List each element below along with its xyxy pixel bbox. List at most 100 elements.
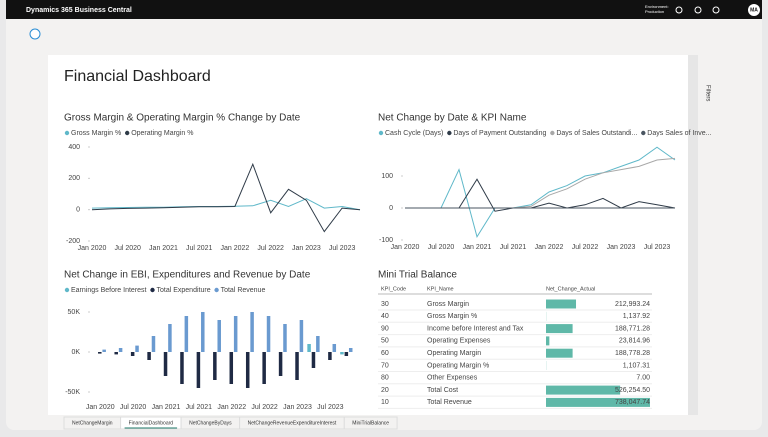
- x-tick-label: Jan 2023: [607, 244, 636, 251]
- x-tick-label: Jan 2021: [149, 245, 178, 252]
- cell-name: Gross Margin %: [427, 313, 477, 320]
- cell-value: 23,814.96: [619, 338, 650, 345]
- bar: [201, 312, 205, 352]
- x-tick-label: Jan 2022: [217, 404, 246, 411]
- cell-code: 40: [381, 313, 389, 320]
- bar: [229, 352, 234, 384]
- bar: [98, 352, 102, 354]
- x-tick-label: Jan 2021: [152, 404, 181, 411]
- line-series: [405, 146, 676, 239]
- tab[interactable]: FinancialDashboard: [129, 420, 174, 426]
- cell-value: 526,254.50: [615, 387, 650, 394]
- avatar[interactable]: [748, 4, 760, 16]
- bar: [102, 349, 106, 352]
- x-tick-label: Jan 2023: [292, 245, 321, 252]
- value-bar: [546, 348, 573, 358]
- bar: [266, 316, 271, 352]
- back-button[interactable]: [29, 28, 41, 40]
- bar: [180, 352, 184, 384]
- y-tick-label: 200: [68, 175, 80, 182]
- bar: [213, 352, 217, 380]
- legend-label: Gross Margin %: [71, 130, 121, 137]
- legend-label: Days Sales of Inve...: [647, 130, 711, 137]
- bar: [147, 352, 151, 360]
- legend-swatch: [64, 130, 70, 136]
- cell-name: Operating Margin %: [427, 362, 489, 369]
- dashboard-card: [48, 55, 688, 415]
- bar: [299, 320, 304, 352]
- search-icon[interactable]: [675, 6, 683, 14]
- bar: [311, 352, 316, 368]
- top-bar: [6, 0, 762, 19]
- bar: [217, 320, 221, 352]
- legend-label: Earnings Before Interest: [71, 287, 147, 294]
- environment-label: Environment:: [645, 4, 669, 9]
- y-tick-label: 0: [389, 205, 393, 212]
- y-tick-label: 0: [76, 207, 80, 214]
- bar: [196, 352, 201, 388]
- bell-icon[interactable]: [694, 6, 702, 14]
- bar: [348, 348, 353, 352]
- legend-swatch: [550, 130, 555, 136]
- bar: [332, 344, 337, 352]
- bar: [184, 316, 189, 352]
- value-bar: [546, 299, 577, 309]
- bar: [344, 352, 349, 356]
- x-tick-label: Jul 2022: [257, 245, 284, 252]
- tab[interactable]: NetChangeByDays: [189, 420, 232, 426]
- legend-label: Days of Payment Outstanding: [453, 130, 546, 137]
- y-tick-label: -100: [379, 237, 393, 244]
- value-bar: [546, 324, 573, 334]
- legend-swatch: [214, 287, 219, 293]
- y-tick-label: 50K: [68, 309, 81, 316]
- chart-title: Gross Margin & Operating Margin % Change…: [64, 113, 301, 124]
- bar: [283, 324, 287, 352]
- y-tick-label: 0K: [71, 349, 80, 356]
- x-tick-label: Jan 2022: [221, 245, 250, 252]
- cell-code: 60: [381, 350, 389, 357]
- cell-code: 80: [381, 375, 389, 382]
- chart-title: Net Change by Date & KPI Name: [378, 113, 527, 124]
- bar: [340, 352, 344, 355]
- legend-swatch: [447, 130, 452, 136]
- column-header: KPI_Name: [427, 286, 454, 292]
- legend-swatch: [378, 130, 384, 136]
- x-tick-label: Jan 2020: [86, 404, 115, 411]
- bar: [328, 352, 332, 360]
- settings-icon[interactable]: [712, 6, 720, 14]
- tab[interactable]: NetChangeMargin: [72, 420, 113, 426]
- y-tick-label: -200: [66, 238, 80, 245]
- cell-value: 7.00: [636, 375, 650, 382]
- filters-pane[interactable]: Filters: [704, 85, 710, 101]
- legend-swatch: [150, 287, 155, 293]
- tab-background: [343, 416, 398, 430]
- x-tick-label: Jan 2023: [283, 404, 312, 411]
- x-tick-label: Jul 2023: [644, 244, 671, 251]
- cell-code: 90: [381, 325, 389, 332]
- x-tick-label: Jan 2021: [463, 244, 492, 251]
- avatar-initials: MA: [750, 7, 758, 13]
- tab[interactable]: MiniTrialBalance: [352, 420, 389, 426]
- value-bar: [546, 385, 621, 395]
- environment-name: Production: [645, 9, 664, 14]
- value-bar: [546, 397, 650, 407]
- cell-value: 1,137.92: [623, 313, 650, 320]
- bar: [114, 352, 118, 355]
- cell-value: 212,993.24: [615, 301, 650, 308]
- chart-title: Net Change in EBI, Expenditures and Reve…: [64, 270, 311, 281]
- cell-name: Operating Margin: [427, 350, 481, 357]
- x-tick-label: Jul 2022: [251, 404, 278, 411]
- x-tick-label: Jul 2023: [329, 245, 356, 252]
- cell-name: Other Expenses: [427, 375, 478, 382]
- bar: [135, 345, 139, 352]
- table-title: Mini Trial Balance: [378, 270, 457, 281]
- x-tick-label: Jan 2022: [535, 244, 564, 251]
- x-tick-label: Jul 2023: [317, 404, 344, 411]
- bar: [151, 336, 156, 352]
- line-series: [91, 162, 361, 233]
- tab[interactable]: NetChangeRevenueExpenditureInterest: [248, 420, 337, 426]
- legend-swatch: [124, 130, 130, 136]
- x-tick-label: Jul 2020: [120, 404, 147, 411]
- bar: [245, 352, 250, 388]
